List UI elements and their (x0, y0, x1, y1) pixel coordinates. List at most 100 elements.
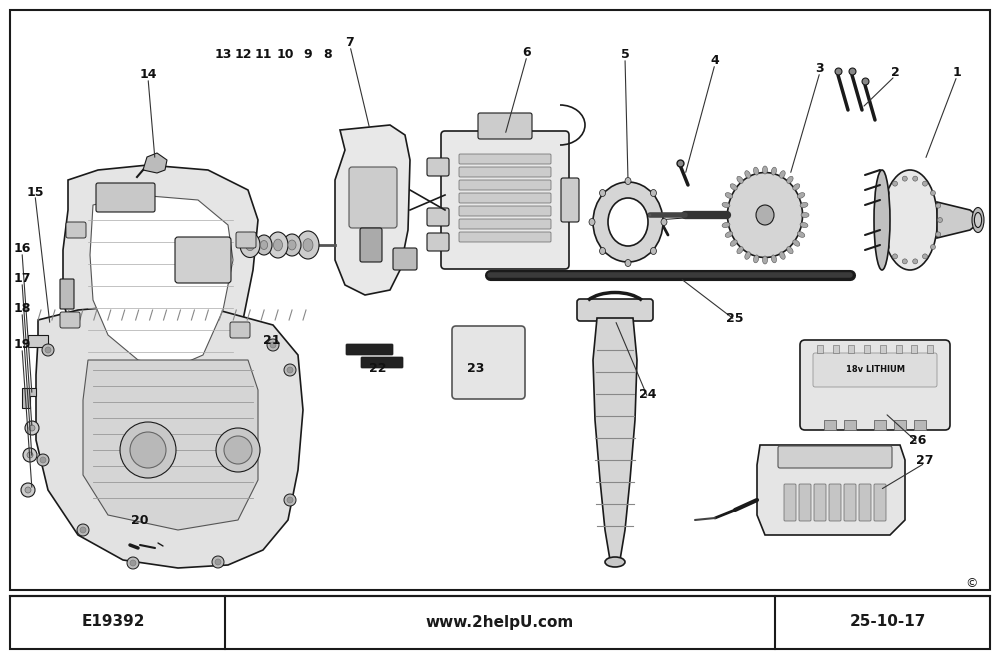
FancyBboxPatch shape (175, 237, 231, 283)
Ellipse shape (902, 259, 907, 264)
Ellipse shape (883, 170, 938, 270)
Ellipse shape (260, 241, 268, 250)
FancyBboxPatch shape (349, 167, 397, 228)
Ellipse shape (879, 232, 884, 237)
FancyBboxPatch shape (96, 183, 155, 212)
Ellipse shape (974, 212, 982, 227)
Circle shape (215, 559, 221, 565)
FancyBboxPatch shape (459, 154, 551, 164)
Text: 24: 24 (639, 389, 657, 401)
FancyBboxPatch shape (784, 484, 796, 521)
Ellipse shape (922, 254, 928, 259)
Text: 3: 3 (816, 61, 824, 74)
Circle shape (45, 347, 51, 353)
Text: 14: 14 (139, 69, 157, 82)
Text: E19392: E19392 (81, 614, 145, 629)
Circle shape (287, 497, 293, 503)
Circle shape (27, 452, 33, 458)
FancyBboxPatch shape (66, 222, 86, 238)
Ellipse shape (737, 177, 743, 183)
Text: 15: 15 (26, 185, 44, 198)
Ellipse shape (745, 171, 750, 178)
Ellipse shape (600, 248, 606, 254)
Ellipse shape (763, 256, 768, 264)
Ellipse shape (737, 246, 743, 254)
FancyBboxPatch shape (360, 228, 382, 262)
Ellipse shape (763, 166, 768, 174)
Bar (927, 345, 933, 353)
Bar (10, 596, 990, 649)
Bar (896, 345, 902, 353)
Polygon shape (757, 445, 905, 535)
Bar (10, 10, 990, 590)
Ellipse shape (725, 232, 733, 237)
Text: 21: 21 (263, 333, 281, 347)
FancyBboxPatch shape (230, 322, 250, 338)
Ellipse shape (879, 203, 884, 208)
Text: 4: 4 (711, 53, 719, 67)
Ellipse shape (600, 190, 606, 196)
FancyBboxPatch shape (459, 180, 551, 190)
Ellipse shape (913, 259, 918, 264)
Ellipse shape (283, 234, 301, 256)
Ellipse shape (893, 181, 898, 186)
Ellipse shape (625, 260, 631, 266)
Bar (28, 335, 48, 347)
Ellipse shape (246, 239, 254, 250)
FancyBboxPatch shape (874, 484, 886, 521)
Bar (911, 345, 917, 353)
Circle shape (212, 556, 224, 568)
Ellipse shape (797, 192, 805, 198)
FancyBboxPatch shape (814, 484, 826, 521)
Ellipse shape (787, 246, 793, 254)
Text: 20: 20 (131, 513, 149, 527)
Circle shape (29, 425, 35, 431)
Circle shape (130, 432, 166, 468)
Bar (914, 420, 926, 430)
Text: 17: 17 (13, 272, 31, 285)
Circle shape (267, 339, 279, 351)
Ellipse shape (902, 176, 907, 181)
Circle shape (42, 344, 54, 356)
Text: 13: 13 (214, 49, 232, 61)
Circle shape (284, 364, 296, 376)
FancyBboxPatch shape (799, 484, 811, 521)
FancyBboxPatch shape (561, 178, 579, 222)
Circle shape (25, 421, 39, 435)
Ellipse shape (274, 239, 283, 251)
FancyBboxPatch shape (459, 167, 551, 177)
Polygon shape (36, 305, 303, 568)
Ellipse shape (893, 254, 898, 259)
Text: ©: © (966, 577, 978, 590)
Circle shape (25, 487, 31, 493)
Circle shape (287, 367, 293, 373)
Ellipse shape (268, 232, 288, 258)
Text: 16: 16 (13, 241, 31, 254)
Text: 1: 1 (953, 67, 961, 80)
FancyBboxPatch shape (452, 326, 525, 399)
Ellipse shape (874, 170, 890, 270)
Ellipse shape (938, 217, 942, 223)
Text: 12: 12 (234, 49, 252, 61)
Text: 18v LITHIUM: 18v LITHIUM (846, 366, 904, 374)
Ellipse shape (722, 223, 730, 227)
Circle shape (127, 557, 139, 569)
Polygon shape (90, 195, 233, 368)
Polygon shape (63, 165, 258, 390)
FancyBboxPatch shape (459, 219, 551, 229)
Ellipse shape (593, 182, 663, 262)
Ellipse shape (288, 240, 296, 250)
Ellipse shape (930, 190, 935, 196)
Ellipse shape (725, 192, 733, 198)
Ellipse shape (728, 173, 802, 258)
FancyBboxPatch shape (427, 233, 449, 251)
Ellipse shape (936, 232, 941, 237)
Bar (894, 420, 906, 430)
Ellipse shape (297, 231, 319, 259)
Circle shape (270, 342, 276, 348)
Circle shape (37, 454, 49, 466)
Circle shape (130, 560, 136, 566)
Ellipse shape (756, 205, 774, 225)
Ellipse shape (780, 171, 785, 178)
FancyBboxPatch shape (441, 131, 569, 269)
